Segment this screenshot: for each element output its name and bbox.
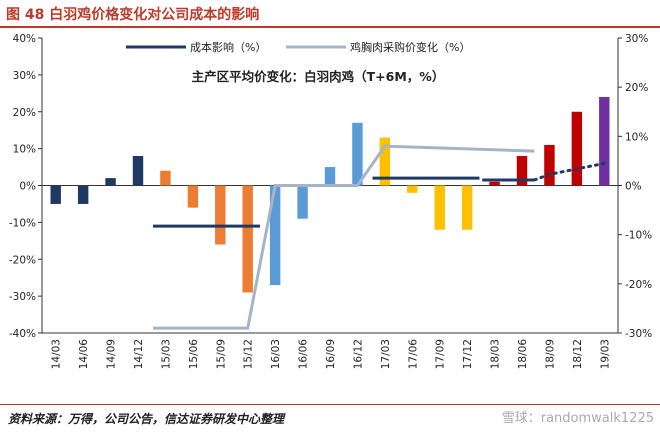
watermark: 雪球：randomwalk1225 <box>501 411 654 426</box>
category-label: 17/06 <box>407 339 419 370</box>
category-label: 14/06 <box>78 339 90 370</box>
source-bar: 资料来源：万得，公司公告，信达证券研发中心整理 雪球：randomwalk122… <box>0 404 660 433</box>
bar <box>160 170 171 186</box>
left-tick-label: 30% <box>13 70 36 82</box>
category-label: 14/09 <box>106 339 118 369</box>
right-tick-label: -20% <box>625 279 652 291</box>
legend-label-chicken: 鸡胸肉采购价变化（%） <box>350 40 470 54</box>
left-tick-label: 40% <box>13 33 36 45</box>
category-label: 15/12 <box>243 339 255 369</box>
category-label: 18/06 <box>517 339 529 370</box>
figure-title-bar: 图 48 白羽鸡价格变化对公司成本的影响 <box>0 0 660 28</box>
left-tick-label: 0% <box>19 181 36 193</box>
left-tick-label: -40% <box>9 328 36 340</box>
bar <box>461 185 473 230</box>
bar <box>544 144 555 186</box>
category-label: 17/12 <box>462 339 474 369</box>
bar <box>352 122 363 186</box>
right-tick-label: 10% <box>625 131 648 143</box>
chart-legend: 成本影响（%） 鸡胸肉采购价变化（%） <box>126 40 470 54</box>
legend-label-cost: 成本影响（%） <box>190 40 266 54</box>
left-tick-label: -10% <box>9 217 36 229</box>
category-label: 16/03 <box>270 339 282 369</box>
bar <box>297 185 308 219</box>
category-label: 19/03 <box>599 339 611 369</box>
left-tick-label: 10% <box>13 144 36 156</box>
bar <box>215 185 226 245</box>
left-tick-label: 20% <box>13 107 36 119</box>
bar <box>407 185 418 193</box>
right-tick-label: 0% <box>625 181 642 193</box>
bar <box>105 178 116 186</box>
figure-title: 图 48 白羽鸡价格变化对公司成本的影响 <box>6 7 260 23</box>
right-tick-label: 20% <box>625 82 648 94</box>
left-tick-label: -30% <box>9 291 36 303</box>
category-label: 18/09 <box>544 339 556 369</box>
category-label: 15/09 <box>215 339 227 369</box>
left-tick-label: -20% <box>9 254 36 266</box>
right-tick-label: -10% <box>625 230 652 242</box>
category-label: 16/09 <box>325 339 337 369</box>
bar <box>516 156 528 186</box>
chart-lines <box>153 144 606 330</box>
bar <box>242 185 253 293</box>
right-tick-label: -30% <box>625 328 652 340</box>
chart-bars <box>50 97 610 293</box>
bar <box>489 181 500 186</box>
category-label: 15/03 <box>160 339 172 369</box>
category-label: 14/03 <box>51 339 63 369</box>
bar <box>379 137 391 186</box>
bar <box>324 167 336 186</box>
cost-impact-forecast <box>532 161 606 182</box>
bar <box>434 185 445 230</box>
category-label: 16/12 <box>352 339 364 369</box>
bar <box>50 185 61 204</box>
source-note: 资料来源：万得，公司公告，信达证券研发中心整理 <box>8 412 285 426</box>
bar <box>187 185 199 208</box>
chart-subtitle: 主产区平均价变化：白羽肉鸡（T+6M，%） <box>192 69 445 84</box>
bar <box>571 111 583 186</box>
bar <box>132 156 144 186</box>
category-label: 14/12 <box>133 339 145 369</box>
bar <box>599 97 610 186</box>
category-label: 18/12 <box>572 339 584 369</box>
category-label: 17/09 <box>435 339 447 369</box>
category-label: 18/03 <box>490 339 502 369</box>
category-label: 15/06 <box>188 339 200 370</box>
chart: -40% -30% -20% -10% 0% 10% 20% 30% 40% -30% -20% -1… <box>9 33 652 369</box>
chicken-breast-price-line <box>153 144 535 330</box>
chart-axes: -40% -30% -20% -10% 0% 10% 20% 30% 40% -30% -20% -1… <box>9 33 652 369</box>
category-label: 17/03 <box>380 339 392 369</box>
bar <box>77 185 89 204</box>
category-label: 16/06 <box>298 339 310 370</box>
right-tick-label: 30% <box>625 33 648 45</box>
bar <box>269 185 281 286</box>
